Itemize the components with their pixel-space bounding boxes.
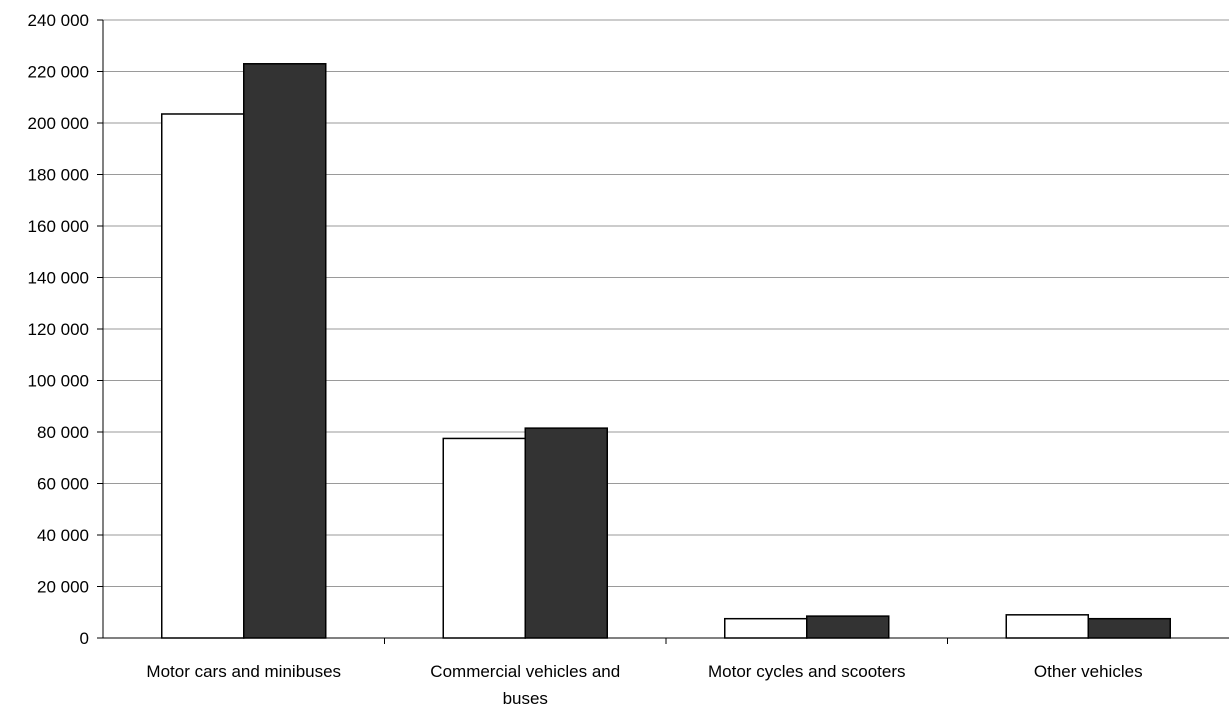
y-tick-label: 60 000 <box>37 475 89 494</box>
x-category-label: buses <box>503 689 548 708</box>
x-category-label: Other vehicles <box>1034 662 1143 681</box>
x-category-label: Motor cars and minibuses <box>146 662 341 681</box>
bar-series-1 <box>1005 614 1089 639</box>
labels: 0 20 000 40 000 60 000 80 000 100 000 120 000 1… <box>28 11 1143 708</box>
y-tick-label: 120 000 <box>28 320 89 339</box>
y-tick-label: 0 <box>80 629 89 648</box>
bar-series-2 <box>1087 617 1171 639</box>
y-tick-label: 100 000 <box>28 372 89 391</box>
y-tick-label: 180 000 <box>28 166 89 185</box>
y-tick-label: 240 000 <box>28 11 89 30</box>
y-tick-label: 200 000 <box>28 114 89 133</box>
x-category-label: Commercial vehicles and <box>430 662 620 681</box>
axes <box>97 19 1229 644</box>
y-tick-label: 160 000 <box>28 217 89 236</box>
y-tick-label: 40 000 <box>37 526 89 545</box>
x-category-label: Motor cycles and scooters <box>708 662 905 681</box>
bar-series-1 <box>161 113 245 639</box>
y-tick-label: 20 000 <box>37 578 89 597</box>
y-tick-label: 80 000 <box>37 423 89 442</box>
bar-series-2 <box>806 615 890 639</box>
bar-series-2 <box>524 427 608 639</box>
bars <box>161 63 1171 639</box>
bar-series-1 <box>724 617 808 639</box>
bar-series-2 <box>243 63 327 639</box>
y-tick-label: 220 000 <box>28 63 89 82</box>
y-tick-label: 140 000 <box>28 269 89 288</box>
bar-series-1 <box>442 437 526 639</box>
